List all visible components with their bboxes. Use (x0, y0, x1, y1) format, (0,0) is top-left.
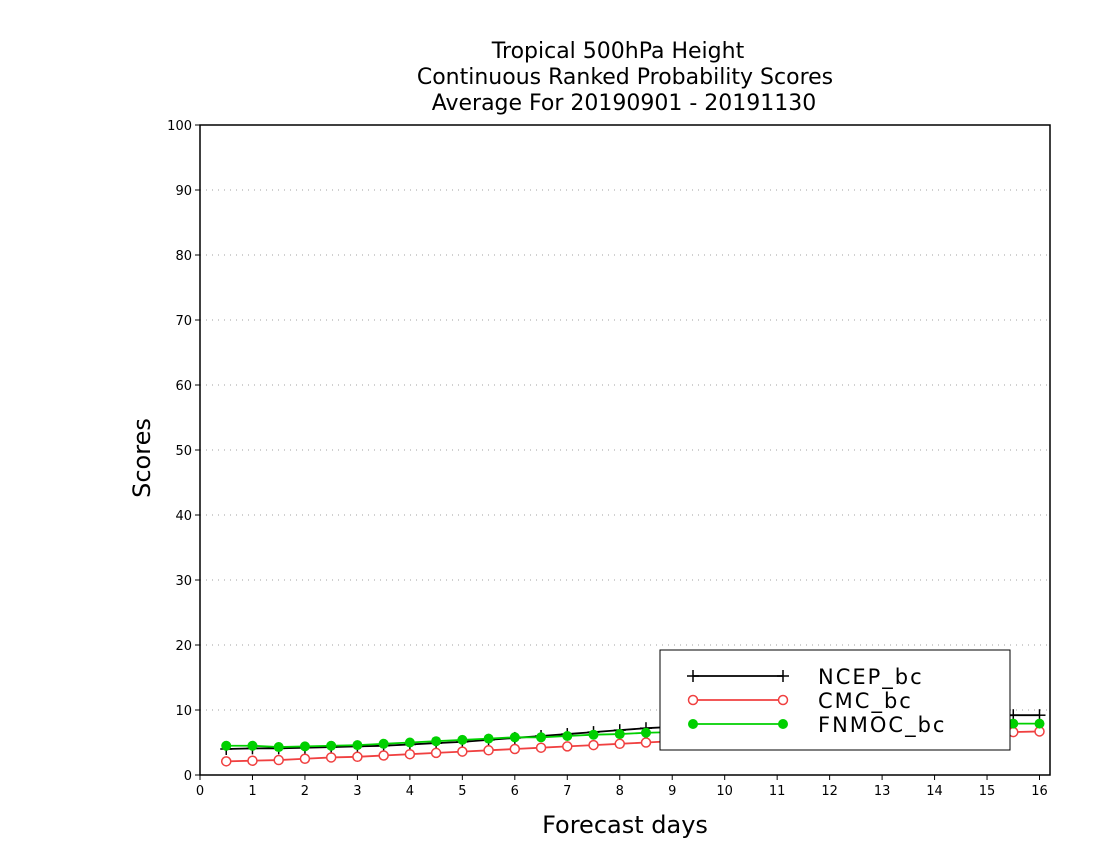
x-tick-label: 16 (1031, 784, 1048, 799)
data-point (640, 727, 651, 738)
legend-entry: CMC_bc (687, 689, 913, 714)
data-point (1034, 718, 1045, 729)
y-tick-label: 40 (175, 509, 192, 524)
data-point (221, 740, 232, 751)
legend-marker (777, 670, 789, 682)
legend-marker (687, 694, 699, 706)
x-axis-ticks: 0 1 2 3 4 5 6 7 8 9 10 11 12 13 14 15 16 (196, 775, 1048, 799)
data-point (457, 746, 468, 757)
data-point (640, 737, 652, 748)
x-tick-label: 7 (563, 784, 571, 799)
data-point (378, 750, 389, 761)
data-point (299, 741, 310, 752)
x-tick-label: 4 (406, 784, 414, 799)
plot-frame (199, 124, 1051, 776)
x-tick-label: 14 (926, 784, 943, 799)
x-tick-label: 8 (616, 784, 624, 799)
legend-entry: FNMOC_bc (688, 713, 946, 738)
y-tick-label: 30 (175, 574, 192, 589)
data-point (326, 740, 337, 751)
chart-title: Tropical 500hPa Height Continuous Ranked… (417, 39, 833, 116)
x-tick-label: 3 (353, 784, 361, 799)
title-line-3: Average For 20190901 - 20191130 (432, 91, 817, 116)
legend-label: FNMOC_bc (818, 713, 946, 738)
y-axis-label: Scores (128, 418, 156, 498)
data-point (352, 751, 363, 763)
legend-marker (687, 670, 699, 682)
title-line-2: Continuous Ranked Probability Scores (417, 65, 833, 90)
data-point (273, 742, 284, 753)
y-tick-label: 50 (175, 444, 192, 459)
data-point (404, 748, 416, 760)
x-tick-label: 10 (716, 784, 733, 799)
data-point (614, 738, 626, 750)
y-tick-label: 60 (175, 379, 192, 394)
x-tick-label: 11 (769, 784, 786, 799)
data-point (562, 741, 573, 752)
title-line-1: Tropical 500hPa Height (491, 39, 745, 64)
data-point (430, 747, 442, 759)
data-point (535, 742, 547, 753)
data-point (247, 755, 258, 766)
x-axis-label: Forecast days (542, 811, 708, 839)
y-axis-ticks: 0 10 20 30 40 50 60 70 80 90 100 (167, 119, 200, 784)
y-tick-label: 10 (175, 704, 192, 719)
legend-entry: NCEP_bc (687, 665, 924, 690)
legend-label: CMC_bc (818, 689, 913, 714)
legend-marker (688, 719, 698, 729)
y-tick-label: 70 (175, 314, 192, 329)
data-point (378, 738, 389, 749)
data-point (325, 752, 337, 763)
data-point (1008, 718, 1019, 729)
data-point (431, 736, 442, 747)
y-tick-label: 20 (175, 639, 192, 654)
data-point (352, 740, 363, 751)
data-point (483, 745, 494, 756)
x-tick-label: 1 (248, 784, 256, 799)
data-point (247, 740, 258, 751)
data-point (509, 732, 520, 743)
x-tick-label: 6 (511, 784, 519, 799)
x-tick-label: 13 (874, 784, 891, 799)
y-tick-label: 80 (175, 249, 192, 264)
data-point (588, 729, 599, 740)
data-point (588, 739, 599, 751)
x-tick-label: 5 (458, 784, 466, 799)
data-point (562, 731, 573, 741)
data-point (404, 737, 415, 748)
legend-label: NCEP_bc (818, 665, 924, 690)
data-point (457, 734, 468, 745)
y-tick-label: 100 (167, 119, 192, 134)
data-point (614, 729, 625, 740)
x-tick-label: 12 (821, 784, 838, 799)
data-point (273, 754, 284, 766)
y-tick-label: 90 (175, 184, 192, 199)
x-tick-label: 15 (979, 784, 996, 799)
data-point (483, 733, 494, 744)
y-tick-label: 0 (184, 769, 192, 784)
legend-marker (777, 694, 789, 706)
x-tick-label: 9 (668, 784, 676, 799)
data-point (299, 753, 311, 764)
data-point (220, 756, 232, 767)
x-tick-label: 2 (301, 784, 309, 799)
x-tick-label: 0 (196, 784, 204, 799)
legend-marker (778, 719, 788, 729)
gridlines (200, 189, 1050, 711)
data-point (509, 743, 521, 755)
data-point (536, 732, 547, 743)
